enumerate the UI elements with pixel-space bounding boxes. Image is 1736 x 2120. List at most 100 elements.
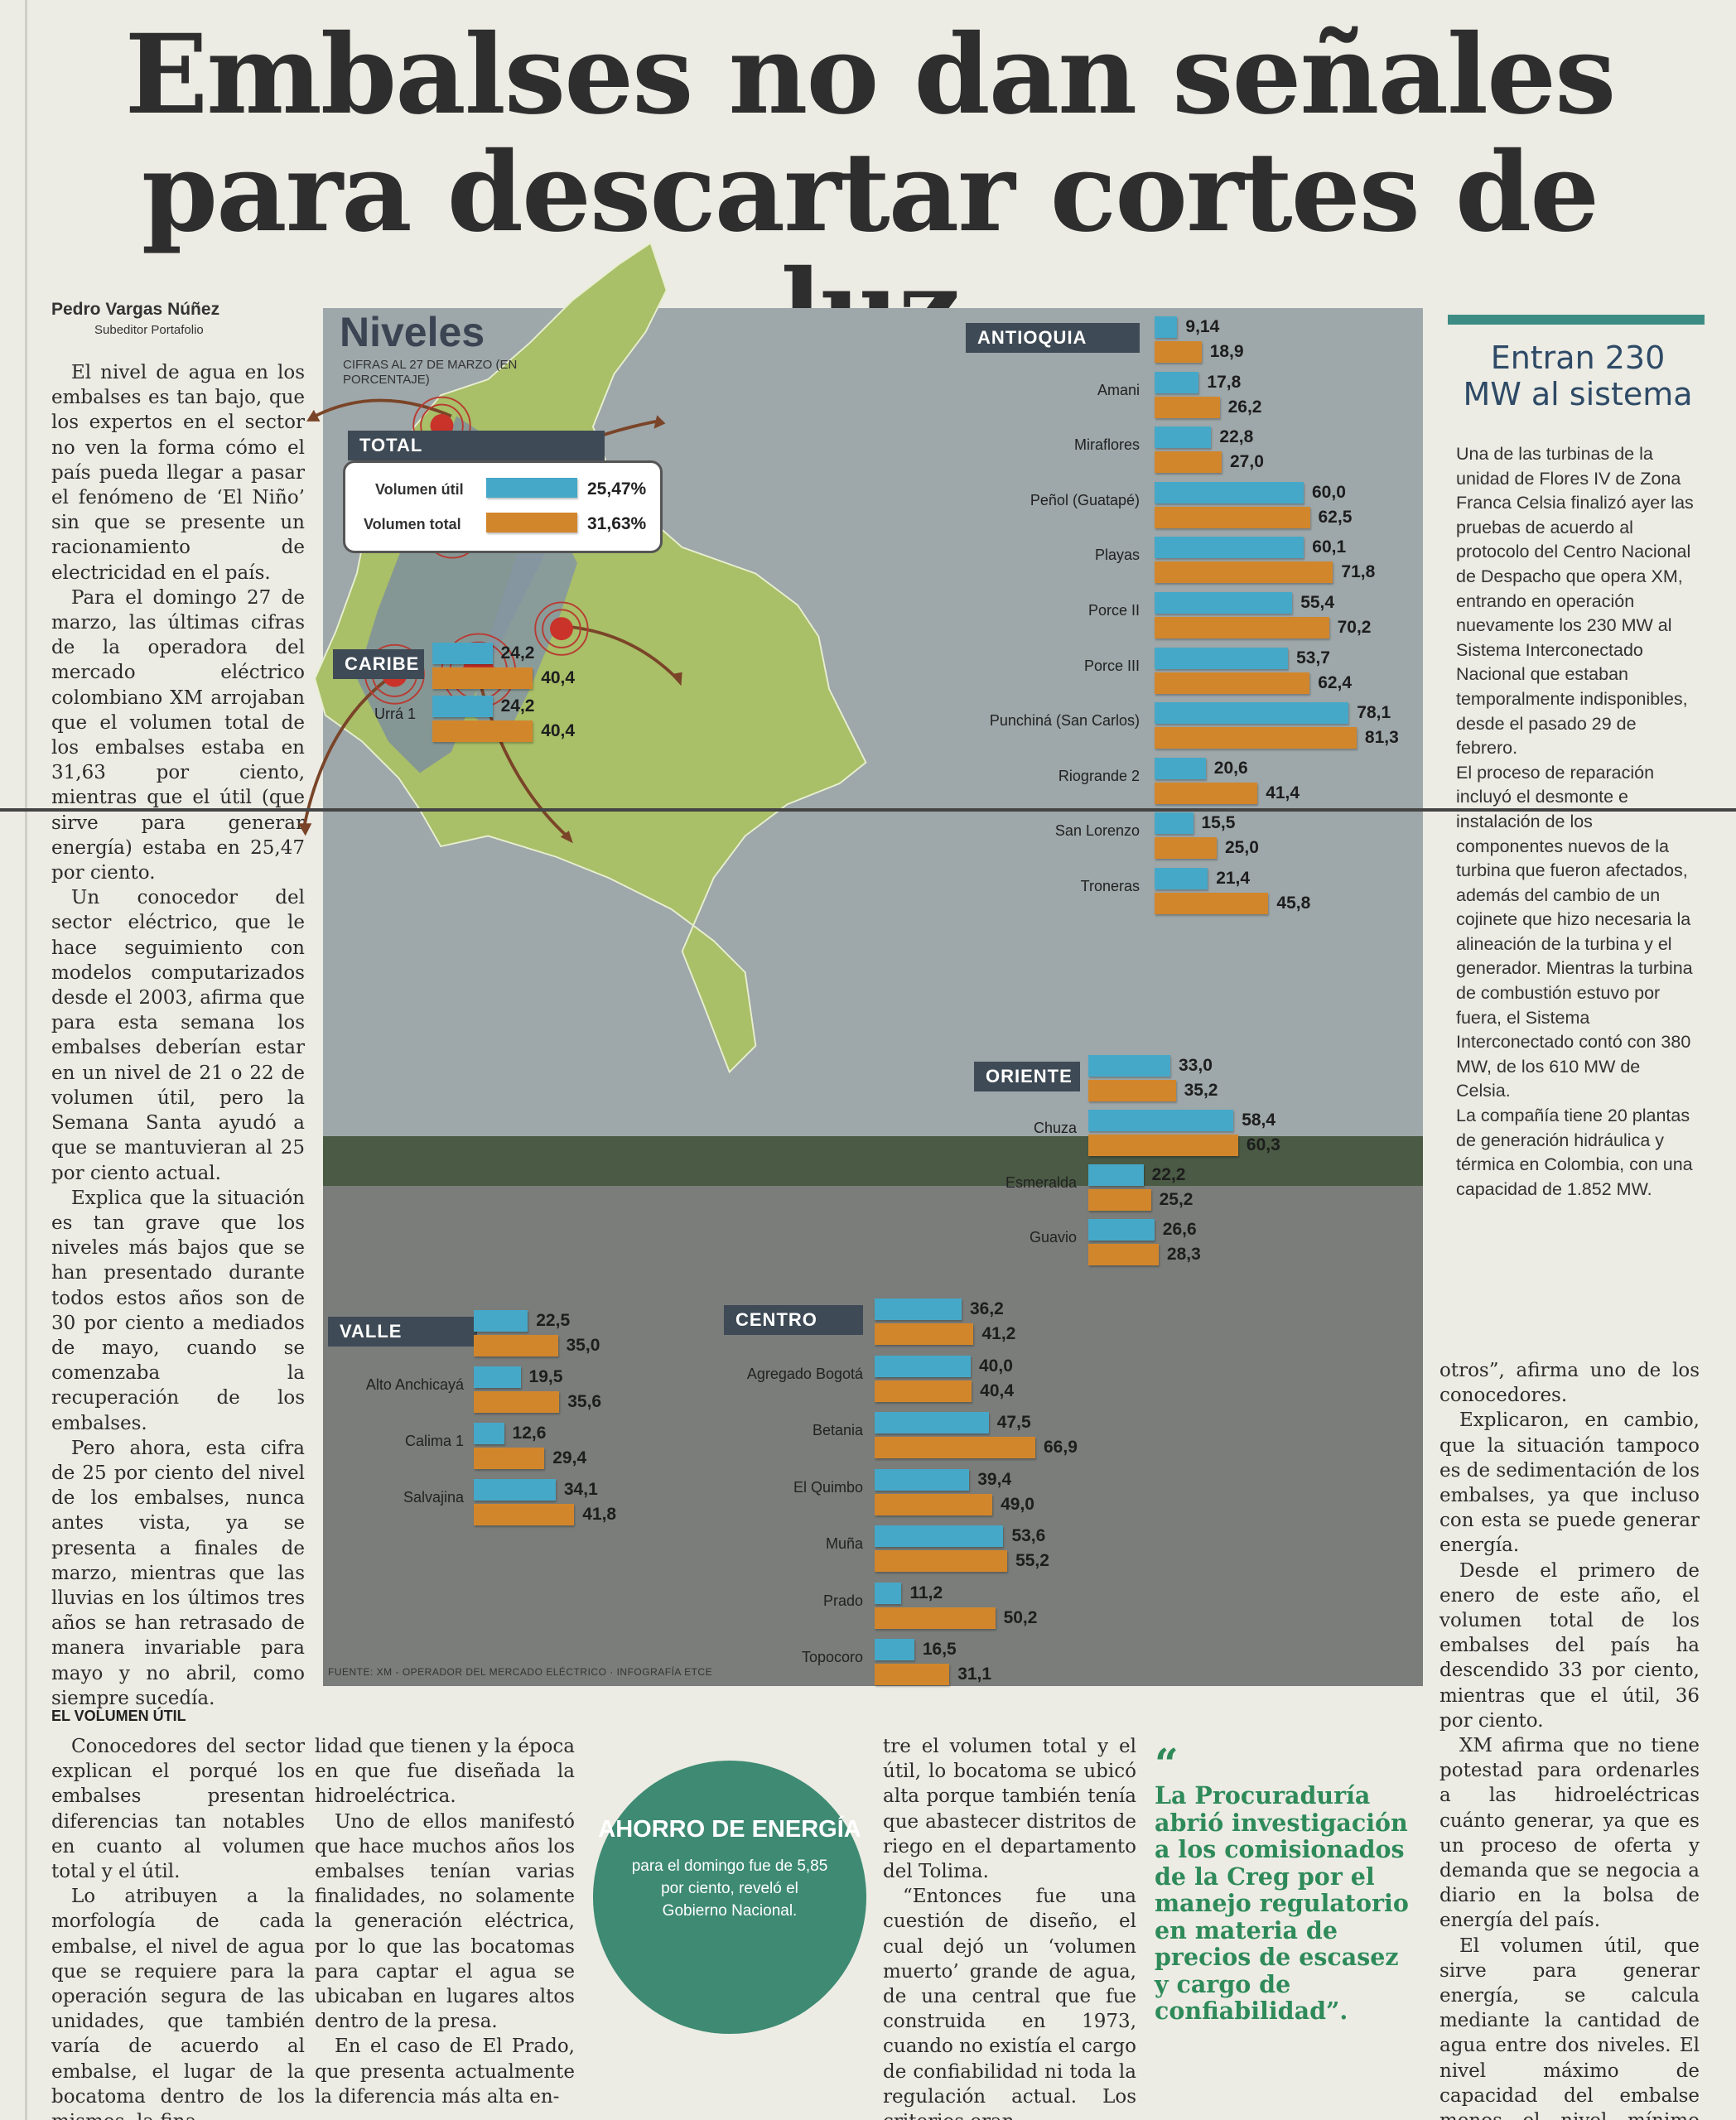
arrowhead-valle xyxy=(297,823,312,836)
bar-volumen-util xyxy=(875,1639,914,1660)
quote-mark: “ xyxy=(1155,1739,1179,1788)
reservoir-label: Porce III xyxy=(1083,657,1140,674)
total-total-value: 31,63% xyxy=(587,514,647,533)
bar-volumen-total xyxy=(1088,1189,1151,1211)
colombia-map xyxy=(297,241,867,1074)
value-label-total: 50,2 xyxy=(1003,1607,1038,1627)
reservoir-label: Topocoro xyxy=(801,1649,863,1665)
bar-volumen-util xyxy=(474,1366,521,1388)
left-margin-rule xyxy=(25,0,27,2120)
value-label-util: 20,6 xyxy=(1213,758,1248,778)
reservoir-label: Muña xyxy=(825,1535,863,1552)
paragraph: El nivel de agua en los embalses es tan … xyxy=(51,362,305,584)
reservoir-label: San Lorenzo xyxy=(1054,822,1140,840)
bar-volumen-total xyxy=(1088,1080,1176,1101)
bar-volumen-total xyxy=(1155,672,1310,694)
bar-volumen-total xyxy=(1155,506,1310,528)
paragraph: En el caso de El Prado, que presenta act… xyxy=(315,2036,575,2108)
bar-volumen-total xyxy=(1088,1135,1238,1156)
value-label-total: 25,2 xyxy=(1159,1190,1194,1209)
bar-volumen-util xyxy=(875,1468,970,1491)
region-tag: ORIENTE xyxy=(974,1062,1080,1091)
value-label-total: 27,0 xyxy=(1230,452,1264,472)
value-label-util: 55,4 xyxy=(1300,593,1335,612)
value-label-util: 22,8 xyxy=(1219,427,1254,447)
bar-volumen-util xyxy=(875,1355,971,1377)
bar-volumen-total xyxy=(474,1335,558,1356)
infographic-subtitle: CIFRAS AL 27 DE MARZO (EN PORCENTAJE) xyxy=(343,358,518,387)
marker-oriente xyxy=(534,601,589,656)
value-label-total: 49,0 xyxy=(1001,1494,1034,1514)
value-label-util: 36,2 xyxy=(969,1299,1004,1318)
region-tag: VALLE xyxy=(328,1317,477,1347)
paper-fold-line xyxy=(0,808,1736,812)
headline-line-1: Embalses no dan señales xyxy=(124,11,1617,139)
bar-volumen-total xyxy=(474,1448,545,1469)
reservoir-label: Salvajina xyxy=(403,1489,464,1506)
value-label-util: 33,0 xyxy=(1179,1056,1213,1075)
value-label-util: 26,6 xyxy=(1162,1220,1197,1239)
arrow-caribe xyxy=(314,398,452,418)
legend-util-swatch xyxy=(486,478,577,498)
value-label-total: 41,2 xyxy=(981,1324,1016,1343)
infographic-source: FUENTE: XM - OPERADOR DEL MERCADO ELÉCTR… xyxy=(328,1666,713,1678)
paragraph: Explicaron, en cambio, que la situación … xyxy=(1439,1409,1700,1557)
bar-volumen-util xyxy=(1155,868,1208,889)
value-label-total: 25,0 xyxy=(1225,838,1259,858)
article-column-1: El nivel de agua en los embalses es tan … xyxy=(51,360,305,1711)
bar-volumen-total xyxy=(1155,341,1202,363)
bar-volumen-util xyxy=(1088,1110,1234,1131)
reservoir-label: Prado xyxy=(822,1592,863,1609)
sidebar-rule xyxy=(1448,315,1705,325)
paragraph: lidad que tienen y la época en que fue d… xyxy=(315,1736,575,1808)
reservoir-label: Miraflores xyxy=(1073,436,1140,454)
bar-volumen-util xyxy=(1155,371,1199,393)
reservoir-label: Calima 1 xyxy=(404,1433,464,1449)
value-label-total: 41,8 xyxy=(582,1505,617,1524)
bar-volumen-util xyxy=(875,1582,902,1604)
ahorro-text: para el domingo fue de 5,85 por ciento, … xyxy=(631,1857,828,1920)
value-label-util: 47,5 xyxy=(996,1413,1031,1432)
total-box: Volumen útil 25,47% Volumen total 31,63% xyxy=(343,460,663,553)
bar-volumen-util xyxy=(1155,316,1178,338)
value-label-total: 66,9 xyxy=(1044,1438,1078,1457)
arrow-valle xyxy=(302,677,389,826)
bar-volumen-util xyxy=(474,1423,504,1444)
value-label-util: 53,6 xyxy=(1011,1526,1046,1545)
reservoir-label: Esmeralda xyxy=(1005,1174,1077,1191)
bar-volumen-total xyxy=(875,1437,1035,1458)
value-label-total: 40,4 xyxy=(980,1380,1015,1400)
bar-volumen-util xyxy=(875,1298,962,1320)
bar-volumen-total xyxy=(1155,782,1258,804)
arrowhead-antioquia xyxy=(653,415,666,429)
value-label-util: 58,4 xyxy=(1242,1111,1276,1130)
bar-volumen-total xyxy=(1155,893,1269,914)
article-column-4: otros”, afirma uno de los conocedores. Ex… xyxy=(1439,1358,1700,2120)
bar-volumen-total xyxy=(875,1607,996,1629)
bar-volumen-util xyxy=(875,1525,1004,1547)
bar-volumen-total xyxy=(474,1391,560,1413)
bar-volumen-total xyxy=(1155,727,1357,749)
bar-volumen-total xyxy=(875,1493,993,1515)
article-column-3: tre el volumen total y el útil, lo bocat… xyxy=(883,1734,1136,2120)
reservoir-label: El Quimbo xyxy=(793,1478,863,1496)
value-label-util: 39,4 xyxy=(977,1469,1012,1489)
reservoir-label: Porce II xyxy=(1087,602,1140,619)
bar-volumen-util xyxy=(432,643,493,664)
paragraph: Desde el primero de enero de este año, e… xyxy=(1439,1559,1700,1732)
bar-volumen-util xyxy=(1155,702,1349,725)
bar-volumen-util xyxy=(432,696,493,717)
reservoir-label: Amani xyxy=(1097,381,1140,398)
paragraph: Un conocedor del sector eléctrico, que l… xyxy=(51,887,305,1184)
value-label-total: 60,3 xyxy=(1246,1135,1280,1154)
quote-text: La Procuraduría abrió investigación a lo… xyxy=(1155,1781,1409,2025)
bar-volumen-total xyxy=(1088,1244,1159,1265)
bar-volumen-total xyxy=(432,667,533,689)
bar-volumen-util xyxy=(1155,537,1304,559)
article-column-2: lidad que tienen y la época en que fue d… xyxy=(315,1734,575,2109)
region-tag: CENTRO xyxy=(724,1305,863,1335)
region-tag: ANTIOQUIA xyxy=(966,323,1140,353)
bar-volumen-total xyxy=(474,1504,575,1525)
sidebar-paragraph: El proceso de reparación incluyó el desm… xyxy=(1456,762,1693,1101)
value-label-total: 71,8 xyxy=(1341,562,1376,582)
